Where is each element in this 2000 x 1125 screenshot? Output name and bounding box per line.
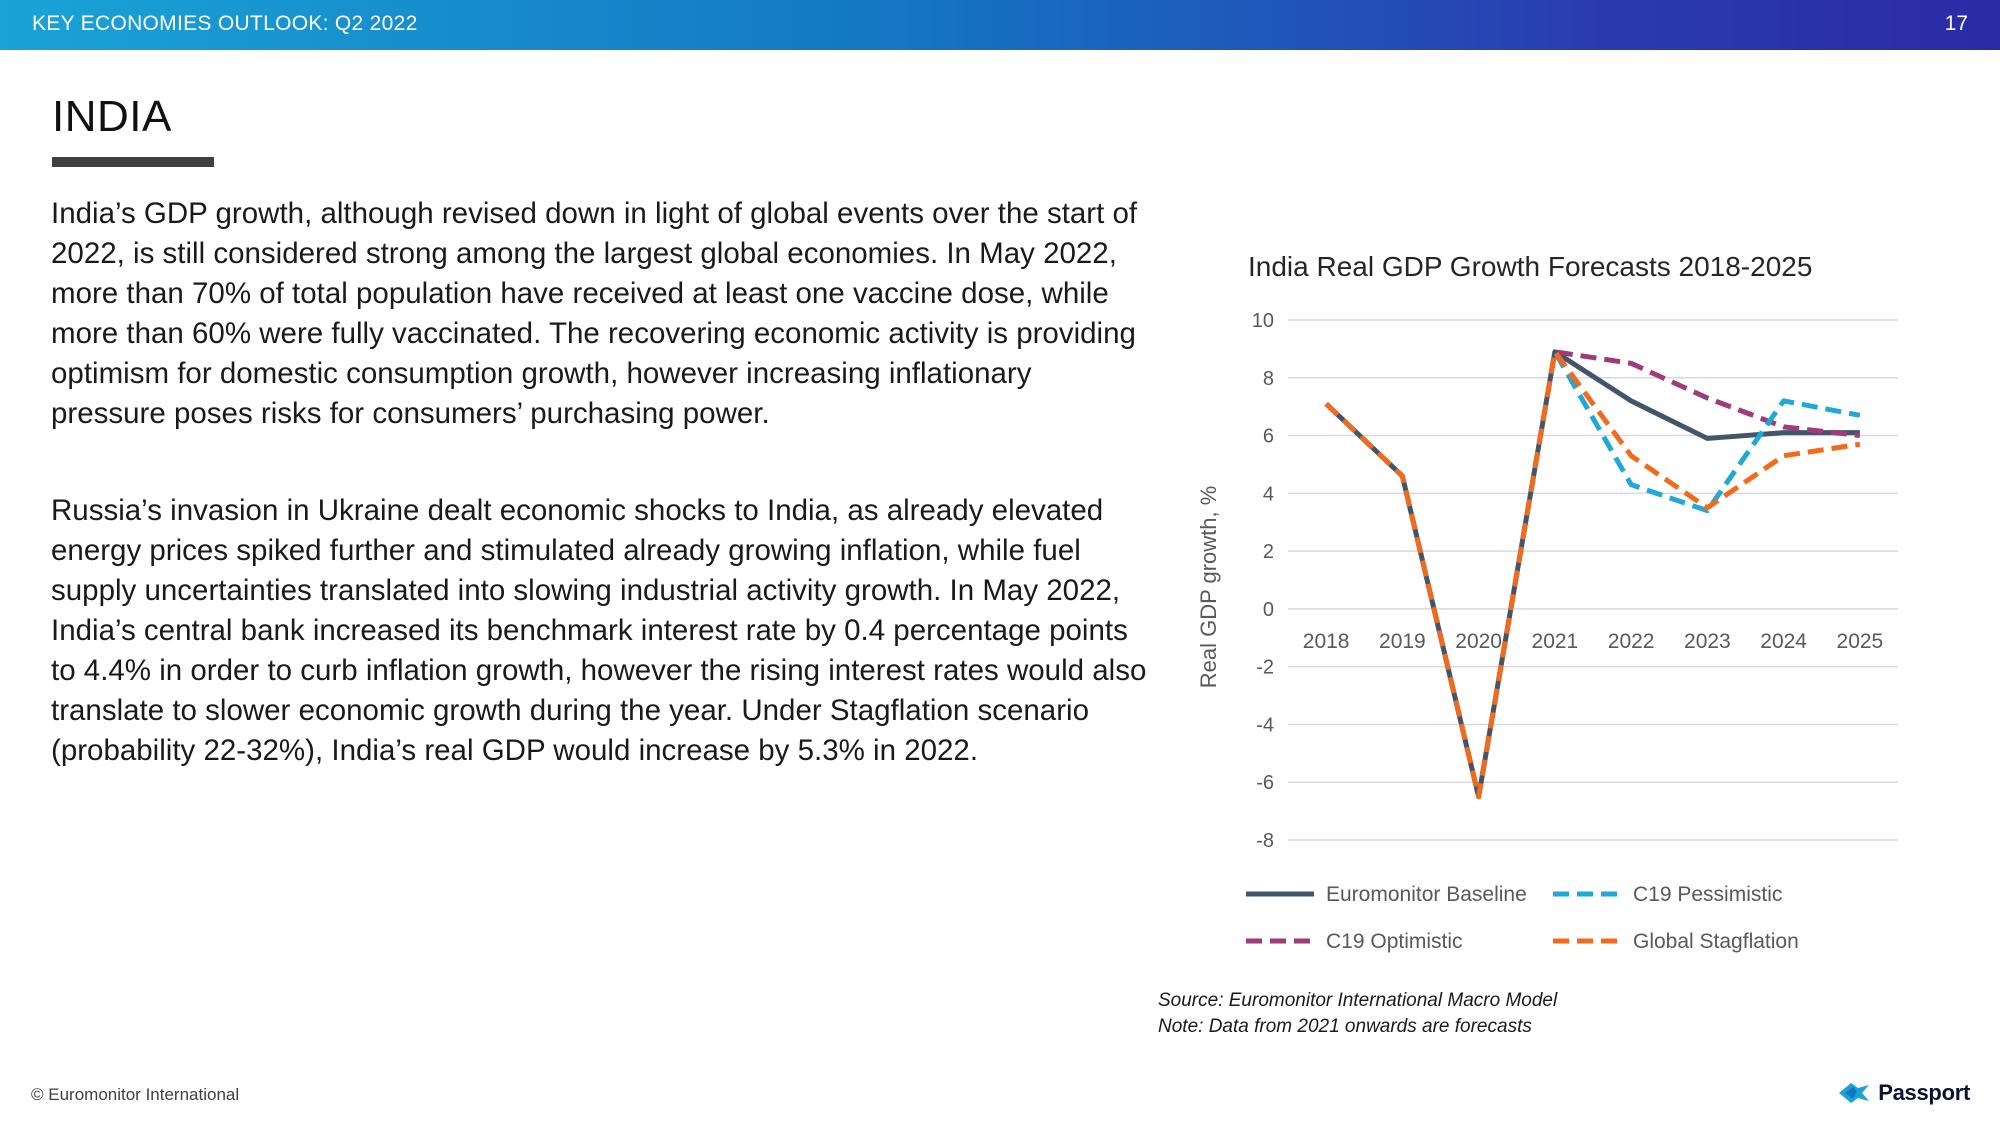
x-tick-label: 2023 [1684, 630, 1731, 653]
title-underline [52, 157, 214, 167]
x-tick-label: 2024 [1760, 630, 1807, 653]
x-tick-label: 2018 [1303, 630, 1350, 653]
legend-label: C19 Pessimistic [1633, 883, 1782, 906]
y-tick-label: -4 [1256, 714, 1274, 736]
x-tick-label: 2022 [1608, 630, 1655, 653]
legend-label: Euromonitor Baseline [1326, 883, 1527, 906]
paragraph-ukraine-impact: Russia’s invasion in Ukraine dealt econo… [51, 494, 1147, 767]
page-number: 17 [1944, 12, 1968, 35]
y-tick-label: 8 [1263, 368, 1274, 390]
y-tick-label: 6 [1263, 426, 1274, 448]
series-line-global-stagflation [1324, 349, 1861, 800]
y-tick-label: -8 [1256, 830, 1274, 852]
y-tick-label: 4 [1263, 483, 1274, 505]
gdp-growth-chart: India Real GDP Growth Forecasts 2018-202… [1170, 240, 1910, 970]
chart-notes: Source: Euromonitor International Macro … [1158, 988, 1557, 1040]
y-tick-label: 2 [1263, 541, 1274, 563]
page-title: INDIA [52, 92, 172, 141]
x-tick-label: 2020 [1455, 630, 1502, 653]
series-line-c19-pessimistic [1324, 349, 1861, 800]
copyright: © Euromonitor International [31, 1085, 240, 1104]
forecast-note: Note: Data from 2021 onwards are forecas… [1158, 1016, 1532, 1037]
x-tick-label: 2019 [1379, 630, 1426, 653]
passport-brand: Passport [1836, 1080, 1970, 1106]
passport-logo-icon [1839, 1083, 1870, 1103]
header-bar: KEY ECONOMIES OUTLOOK: Q2 2022 17 [0, 0, 2000, 50]
chart-title: India Real GDP Growth Forecasts 2018-202… [1248, 251, 1812, 282]
paragraph-vaccination: India’s GDP growth, although revised dow… [51, 197, 1138, 430]
brand-name: Passport [1878, 1080, 1970, 1105]
report-title: KEY ECONOMIES OUTLOOK: Q2 2022 [32, 12, 418, 35]
legend-label: C19 Optimistic [1326, 930, 1463, 953]
x-tick-label: 2025 [1837, 630, 1884, 653]
y-tick-label: -6 [1256, 772, 1274, 794]
x-tick-label: 2021 [1532, 630, 1579, 653]
chart-svg: India Real GDP Growth Forecasts 2018-202… [1196, 251, 1898, 953]
y-axis-label: Real GDP growth, % [1196, 486, 1221, 689]
source-note: Source: Euromonitor International Macro … [1158, 990, 1558, 1011]
legend-label: Global Stagflation [1633, 930, 1799, 953]
y-tick-label: -2 [1256, 657, 1274, 679]
y-tick-label: 10 [1252, 310, 1274, 332]
y-tick-label: 0 [1263, 599, 1274, 621]
